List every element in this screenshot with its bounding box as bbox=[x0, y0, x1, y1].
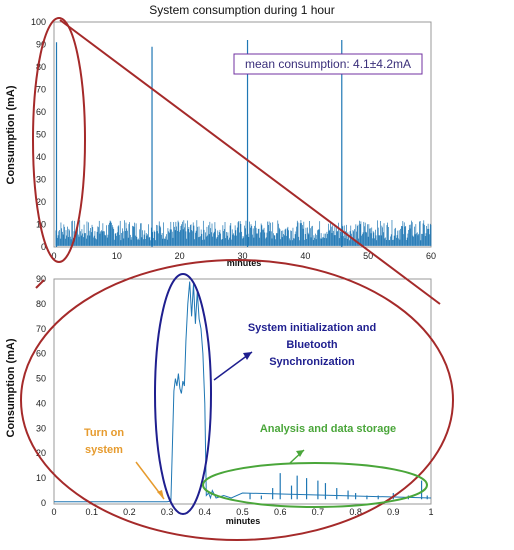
mean-consumption-box bbox=[233, 53, 423, 75]
top-y-tick-label: 90 bbox=[36, 40, 46, 50]
mean-consumption-label: mean consumption: 4.1±4.2mA bbox=[245, 57, 411, 71]
bottom-x-axis-label: minutes bbox=[226, 516, 261, 526]
top-series-baseline bbox=[55, 220, 432, 246]
top-chart: System consumption during 1 hour 0 10 20 30… bbox=[5, 3, 436, 268]
top-x-tick-label: 60 bbox=[426, 251, 436, 261]
init-arrowhead bbox=[243, 352, 252, 360]
bottom-x-tick-label: 0.9 bbox=[387, 507, 400, 517]
top-y-tick-label: 30 bbox=[36, 175, 46, 185]
top-x-tick-label: 0 bbox=[51, 251, 56, 261]
bottom-y-tick-label: 0 bbox=[41, 498, 46, 508]
zoom-source-ellipse bbox=[32, 17, 86, 263]
analysis-arrowhead bbox=[296, 450, 304, 457]
top-x-axis-label: minutes bbox=[227, 258, 262, 268]
bottom-x-tick-label: 0 bbox=[51, 507, 56, 517]
top-y-tick-label: 100 bbox=[31, 17, 46, 27]
bottom-x-tick-label: 0.2 bbox=[123, 507, 136, 517]
bottom-x-ticks: 0 0.1 0.2 0.3 0.4 0.5 0.6 0.7 0.8 0.9 1 bbox=[51, 507, 433, 517]
bottom-y-tick-label: 80 bbox=[36, 299, 46, 309]
top-x-tick-label: 40 bbox=[300, 251, 310, 261]
bottom-x-tick-label: 0.3 bbox=[161, 507, 174, 517]
bottom-x-tick-label: 0.1 bbox=[85, 507, 98, 517]
bottom-x-tick-label: 0.8 bbox=[349, 507, 362, 517]
bottom-y-tick-label: 50 bbox=[36, 374, 46, 384]
bottom-x-tick-label: 0.6 bbox=[274, 507, 287, 517]
top-y-tick-label: 70 bbox=[36, 85, 46, 95]
bottom-x-tick-label: 0.7 bbox=[312, 507, 325, 517]
top-y-tick-label: 20 bbox=[36, 197, 46, 207]
bottom-x-tick-label: 0.5 bbox=[236, 507, 249, 517]
init-label-line-2: Bluetooth bbox=[286, 339, 338, 351]
bottom-x-tick-label: 1 bbox=[428, 507, 433, 517]
top-x-tick-label: 20 bbox=[175, 251, 185, 261]
top-y-tick-label: 50 bbox=[36, 130, 46, 140]
bottom-plot-frame bbox=[53, 278, 432, 505]
zoom-line-lower bbox=[35, 279, 45, 289]
top-chart-title: System consumption during 1 hour bbox=[149, 3, 334, 17]
bottom-y-tick-label: 70 bbox=[36, 324, 46, 334]
zoom-target-ellipse bbox=[20, 259, 454, 541]
bottom-x-tick-label: 0.4 bbox=[199, 507, 212, 517]
analysis-label: Analysis and data storage bbox=[260, 423, 396, 435]
top-y-tick-label: 0 bbox=[41, 242, 46, 252]
bottom-y-tick-label: 10 bbox=[36, 473, 46, 483]
bottom-y-axis-label: Consumption (mA) bbox=[5, 338, 17, 437]
turn-on-arrowhead bbox=[157, 490, 164, 499]
analysis-ellipse bbox=[202, 462, 428, 508]
top-x-ticks: 0 10 20 30 40 50 60 bbox=[51, 251, 436, 261]
bottom-y-tick-label: 90 bbox=[36, 274, 46, 284]
zoom-callout bbox=[20, 17, 454, 541]
top-y-tick-label: 40 bbox=[36, 152, 46, 162]
top-x-tick-label: 30 bbox=[237, 251, 247, 261]
init-ellipse bbox=[154, 273, 212, 515]
top-x-tick-label: 10 bbox=[112, 251, 122, 261]
bottom-y-tick-label: 30 bbox=[36, 423, 46, 433]
top-plot-frame bbox=[53, 21, 432, 248]
bottom-y-tick-label: 60 bbox=[36, 349, 46, 359]
init-label-line-3: Synchronization bbox=[269, 356, 355, 368]
bottom-y-tick-label: 20 bbox=[36, 448, 46, 458]
turn-on-label-line-2: system bbox=[85, 444, 123, 456]
bottom-y-tick-label: 40 bbox=[36, 398, 46, 408]
bottom-annotations: System initialization and Bluetooth Sync… bbox=[84, 273, 428, 515]
bottom-y-ticks: 0 10 20 30 40 50 60 70 80 90 bbox=[36, 274, 46, 508]
init-label-line-1: System initialization and bbox=[248, 322, 376, 334]
zoom-line-upper bbox=[59, 19, 441, 305]
top-y-tick-label: 80 bbox=[36, 62, 46, 72]
turn-on-label-line-1: Turn on bbox=[84, 427, 124, 439]
bottom-series-spikes bbox=[249, 473, 428, 500]
top-x-tick-label: 50 bbox=[363, 251, 373, 261]
top-y-tick-label: 60 bbox=[36, 107, 46, 117]
top-y-axis-label: Consumption (mA) bbox=[5, 85, 17, 184]
